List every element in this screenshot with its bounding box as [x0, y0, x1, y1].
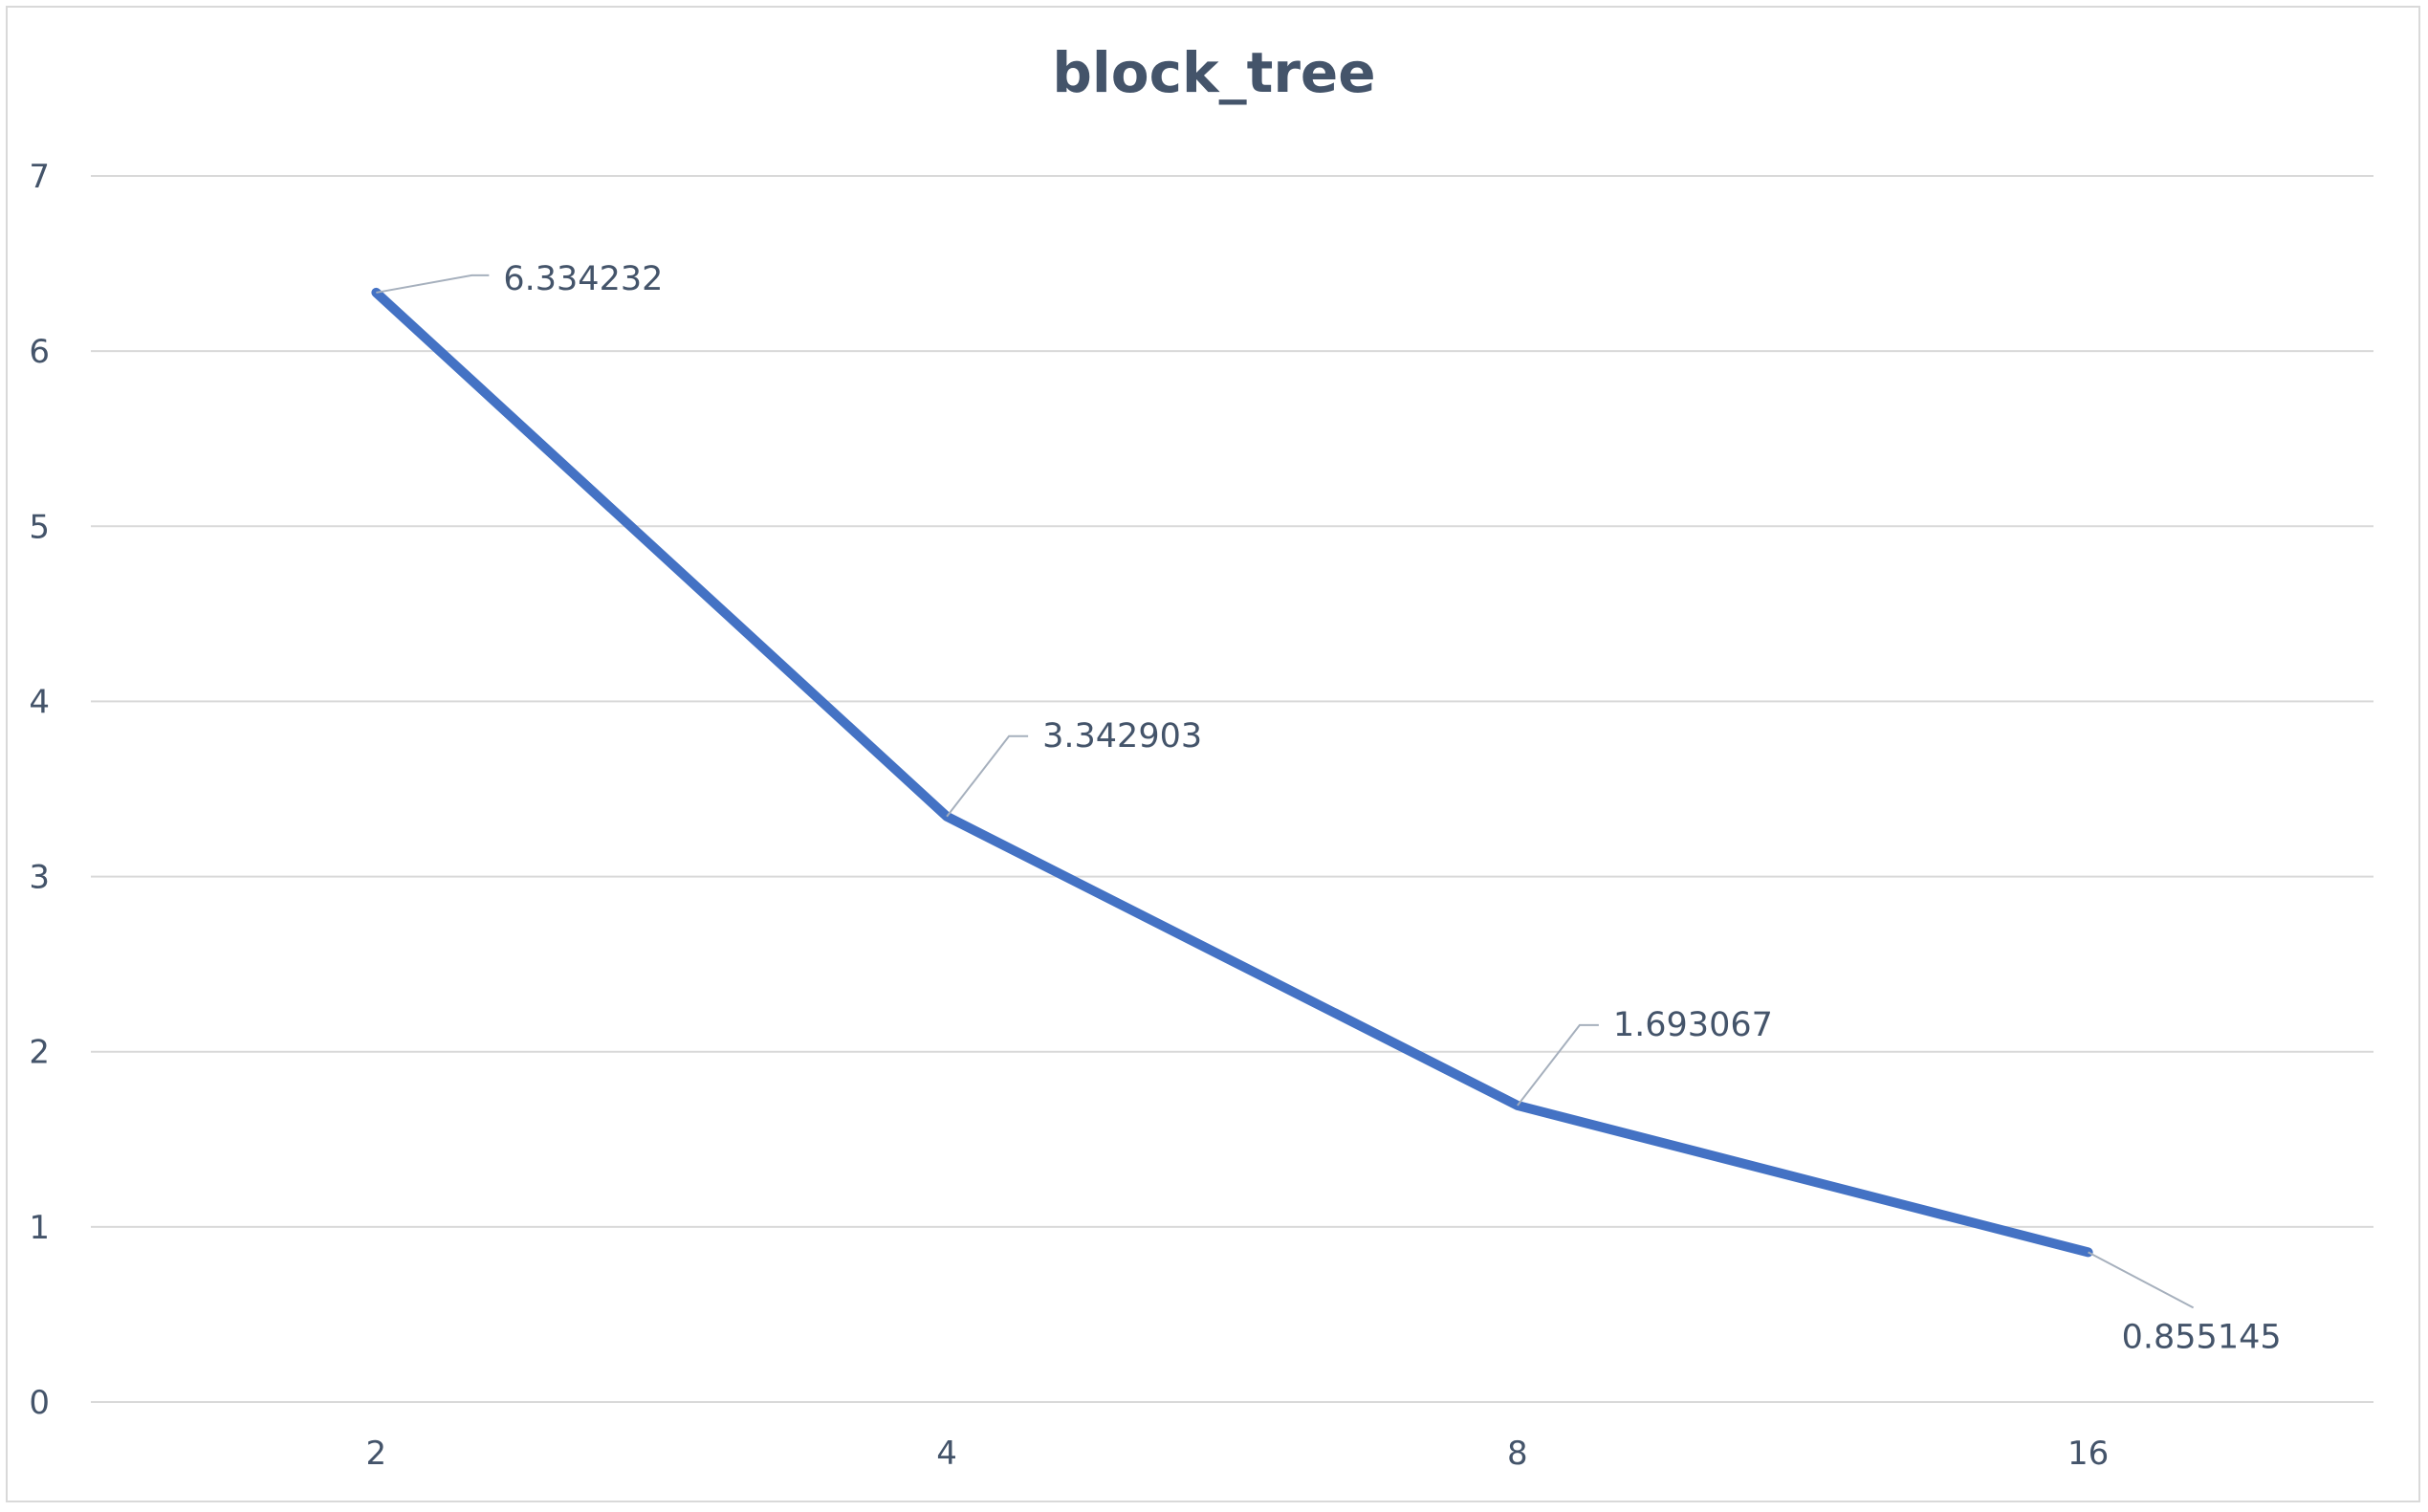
y-tick-label: 3 — [29, 859, 50, 897]
data-label: 1.693067 — [1613, 1006, 1773, 1044]
data-label-leader-line — [2088, 1251, 2195, 1309]
y-tick-label: 7 — [29, 158, 50, 196]
data-labels: 6.334232 3.342903 1.693067 0.855145 — [376, 260, 2282, 1356]
chart-area — [6, 6, 2420, 1502]
data-label-leader-line — [1517, 1023, 1599, 1107]
data-label: 3.342903 — [1042, 717, 1202, 756]
y-tick-label: 2 — [29, 1034, 50, 1072]
gridlines — [91, 175, 2373, 1403]
x-axis-tick-labels: 2 4 8 16 — [366, 1435, 2110, 1473]
y-tick-label: 1 — [29, 1209, 50, 1247]
chart-title: block_tree — [1052, 40, 1376, 105]
x-tick-label: 8 — [1507, 1435, 1528, 1473]
y-axis-tick-labels: 0 1 2 3 4 5 6 7 — [29, 158, 50, 1422]
y-tick-label: 5 — [29, 508, 50, 546]
data-label-leader-line — [946, 734, 1029, 818]
data-label: 6.334232 — [503, 260, 663, 298]
y-tick-label: 6 — [29, 333, 50, 371]
series-line — [371, 287, 2093, 1258]
y-tick-label: 0 — [29, 1384, 50, 1422]
data-label: 0.855145 — [2122, 1318, 2282, 1356]
series-group — [371, 287, 2093, 1258]
x-tick-label: 16 — [2067, 1435, 2109, 1473]
y-tick-label: 4 — [29, 683, 50, 721]
x-tick-label: 2 — [366, 1435, 387, 1473]
x-tick-label: 4 — [936, 1435, 957, 1473]
data-label-leader-line — [376, 274, 490, 294]
